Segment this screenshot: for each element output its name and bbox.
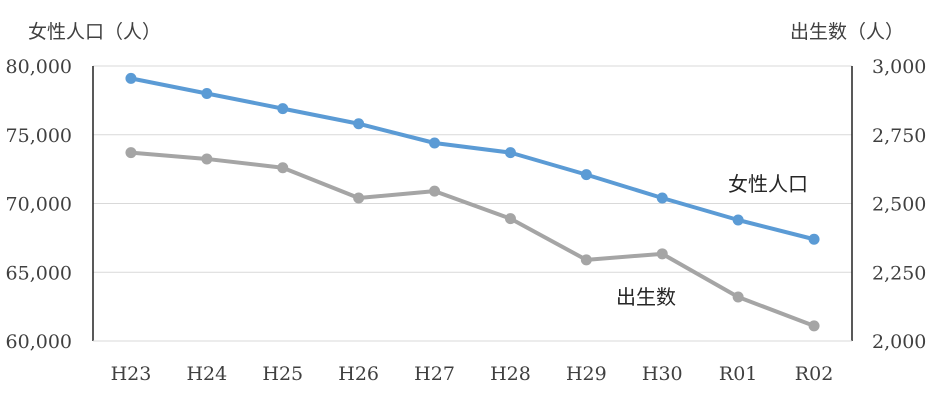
series-line-0 [130, 76, 815, 242]
data-point [808, 320, 820, 332]
data-point [732, 291, 744, 303]
right-tick-label: 2,500 [872, 194, 926, 216]
data-point [201, 153, 213, 165]
data-point [429, 185, 441, 197]
series-layer [125, 72, 820, 332]
x-tick-label: H26 [338, 363, 379, 385]
data-point [808, 233, 820, 245]
data-point [277, 103, 289, 115]
x-axis-ticks: H23 H24 H25 H26 H27 H28 H29 H30 R01 R02 [111, 363, 834, 385]
x-tick-label: H30 [642, 363, 683, 385]
left-axis-ticks: 60,000 65,000 70,000 75,000 80,000 [6, 56, 72, 353]
data-point [125, 147, 137, 159]
x-tick-label: H27 [414, 363, 455, 385]
x-tick-label: R01 [719, 363, 757, 385]
data-point [353, 192, 365, 204]
right-tick-label: 2,250 [872, 262, 926, 284]
data-point [732, 214, 744, 226]
x-tick-label: H25 [262, 363, 303, 385]
series-line-1 [130, 150, 815, 328]
data-point [504, 213, 516, 225]
data-point [125, 72, 137, 84]
left-tick-label: 65,000 [6, 262, 72, 284]
data-point [580, 169, 592, 181]
data-point [504, 147, 516, 159]
x-tick-label: H24 [186, 363, 227, 385]
data-point [277, 162, 289, 174]
right-axis-title: 出生数（人） [790, 21, 904, 43]
x-tick-label: H28 [490, 363, 531, 385]
data-point [353, 118, 365, 130]
data-point [201, 88, 213, 99]
series-label-female-population: 女性人口 [728, 172, 808, 196]
data-point [656, 248, 668, 260]
left-tick-label: 60,000 [6, 331, 72, 353]
left-axis-title: 女性人口（人） [28, 21, 161, 43]
right-tick-label: 2,000 [872, 331, 926, 353]
x-tick-label: H29 [566, 363, 607, 385]
right-tick-label: 3,000 [872, 56, 926, 78]
right-tick-label: 2,750 [872, 125, 926, 147]
left-tick-label: 75,000 [6, 125, 72, 147]
x-tick-label: H23 [111, 363, 152, 385]
right-axis-ticks: 2,000 2,250 2,500 2,750 3,000 [872, 56, 926, 353]
left-tick-label: 80,000 [6, 56, 72, 78]
data-point [580, 254, 592, 266]
data-point [429, 137, 441, 149]
left-tick-label: 70,000 [6, 194, 72, 216]
data-point [656, 192, 668, 204]
x-tick-label: R02 [795, 363, 833, 385]
series-label-births: 出生数 [616, 285, 676, 309]
